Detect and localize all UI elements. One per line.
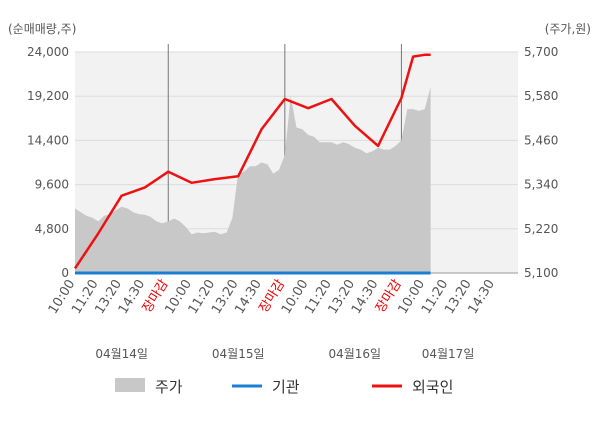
line-layer bbox=[73, 53, 431, 275]
date-label: 04월16일 bbox=[328, 347, 381, 361]
date-label: 04월15일 bbox=[212, 347, 265, 361]
price-area-layer bbox=[75, 87, 431, 273]
legend-label: 기관 bbox=[272, 378, 300, 396]
right-tick-label: 5,580 bbox=[524, 89, 558, 103]
left-tick-label: 9,600 bbox=[35, 178, 69, 192]
legend: 주가 기관 외국인 bbox=[115, 378, 453, 396]
legend-swatch bbox=[115, 378, 145, 392]
x-axis-ticks: 10:0011:2013:2014:30장마감10:0011:2013:2014… bbox=[46, 277, 498, 317]
series-area-0 bbox=[75, 87, 431, 273]
series-line-2 bbox=[73, 53, 431, 270]
left-tick-label: 24,000 bbox=[27, 45, 69, 59]
date-label: 04월14일 bbox=[95, 347, 148, 361]
right-axis-unit: (주가,원) bbox=[545, 22, 591, 36]
right-tick-label: 5,100 bbox=[524, 266, 558, 280]
left-tick-label: 0 bbox=[61, 266, 69, 280]
right-tick-label: 5,460 bbox=[524, 133, 558, 147]
right-tick-label: 5,700 bbox=[524, 45, 558, 59]
date-labels: 04월14일 04월15일 04월16일 04월17일 bbox=[95, 347, 474, 361]
left-tick-label: 4,800 bbox=[35, 222, 69, 236]
left-tick-label: 19,200 bbox=[27, 89, 69, 103]
right-tick-label: 5,340 bbox=[524, 178, 558, 192]
right-axis-ticks: 5,100 5,220 5,340 5,460 5,580 5,700 bbox=[524, 45, 558, 280]
legend-label: 주가 bbox=[155, 378, 183, 396]
left-tick-label: 14,400 bbox=[27, 133, 69, 147]
left-axis-ticks: 0 4,800 9,600 14,400 19,200 24,000 bbox=[27, 45, 69, 280]
legend-label: 외국인 bbox=[412, 378, 453, 396]
date-label: 04월17일 bbox=[422, 347, 475, 361]
left-axis-unit: (순매매량,주) bbox=[8, 22, 76, 36]
right-tick-label: 5,220 bbox=[524, 222, 558, 236]
